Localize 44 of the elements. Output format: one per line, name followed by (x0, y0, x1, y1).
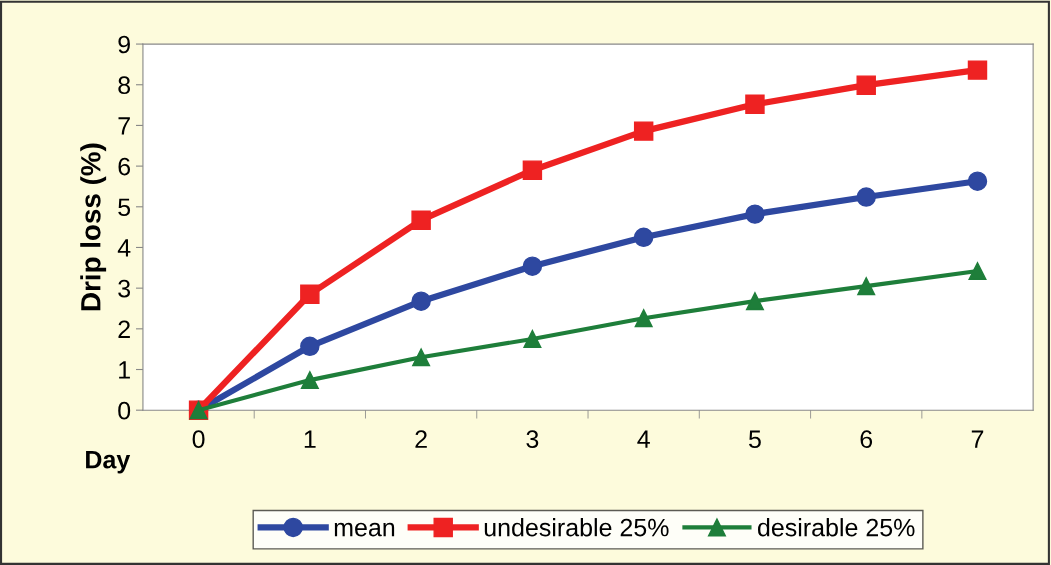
y-tick-label: 1 (119, 361, 130, 379)
x-tick-label: 4 (637, 430, 650, 448)
legend-label: undesirable 25% (484, 518, 669, 537)
point (522, 160, 543, 180)
point (300, 284, 320, 304)
point (411, 291, 431, 311)
x-tick-label: 5 (749, 430, 761, 448)
point (967, 60, 988, 80)
y-tick-label: 9 (118, 35, 130, 54)
y-tick-label: 6 (118, 157, 131, 176)
point (300, 336, 320, 357)
y-tick-label: 2 (118, 320, 130, 338)
point (856, 187, 876, 207)
point (522, 256, 543, 276)
point (857, 277, 876, 296)
y-tick-label: 5 (118, 198, 131, 217)
y-tick-label: 0 (118, 401, 131, 420)
point (634, 309, 653, 328)
y-axis-title: Drip loss (%) (80, 143, 107, 311)
point (411, 210, 431, 230)
point (412, 348, 431, 367)
x-axis-title: Day (86, 451, 131, 474)
point (745, 94, 765, 114)
point (633, 121, 654, 141)
point (633, 227, 654, 248)
point (856, 75, 876, 95)
x-tick-label: 7 (971, 430, 984, 448)
point (967, 171, 988, 191)
x-tick-label: 1 (304, 430, 316, 448)
x-tick-label: 6 (860, 430, 873, 448)
point (745, 292, 764, 311)
x-tick-label: 2 (415, 430, 427, 448)
y-tick-label: 8 (118, 76, 131, 95)
x-tick-label: 0 (192, 430, 205, 448)
point (968, 262, 987, 281)
y-tick-label: 4 (117, 239, 131, 257)
point (523, 329, 542, 349)
legend-label: desirable 25% (758, 518, 915, 537)
y-tick-label: 3 (118, 279, 131, 298)
legend-label: mean (334, 522, 395, 537)
x-tick-label: 3 (526, 430, 539, 448)
y-tick-label: 7 (118, 117, 130, 135)
point (745, 204, 765, 224)
point (300, 371, 319, 390)
